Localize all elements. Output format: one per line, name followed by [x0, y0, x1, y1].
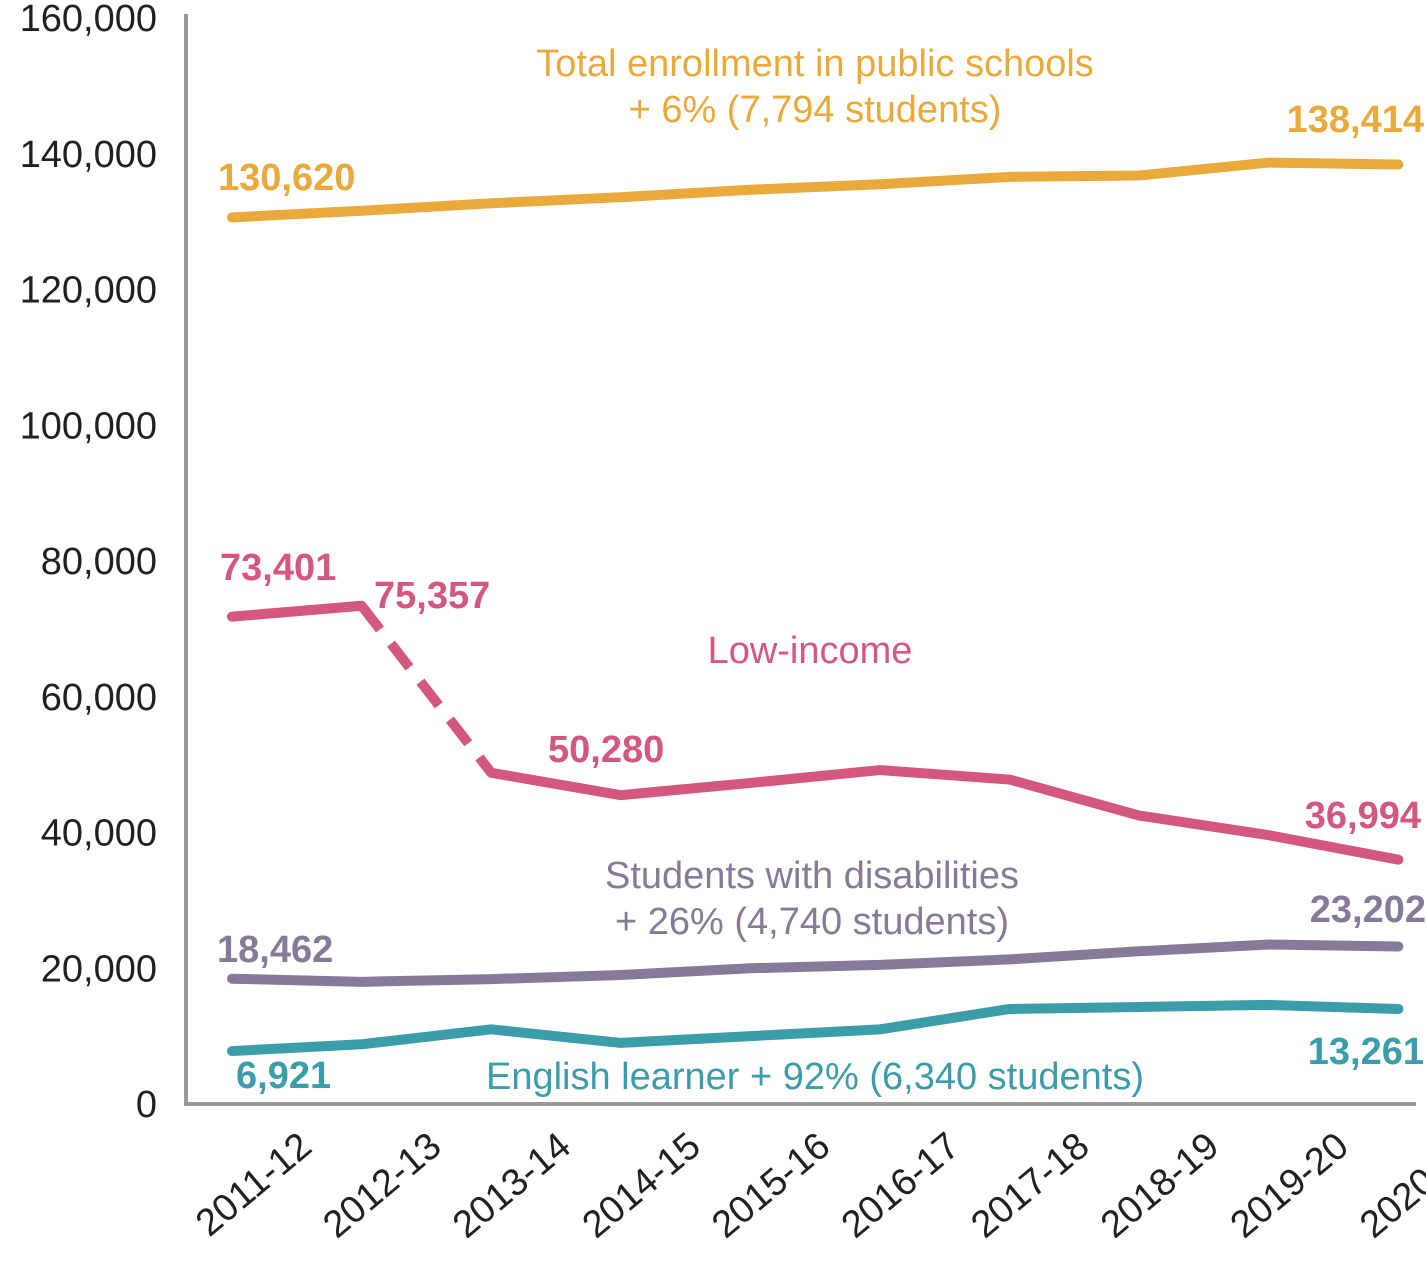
- y-tick-label: 0: [136, 1084, 157, 1126]
- series-low_income: [227, 600, 1404, 865]
- series-total: [227, 157, 1404, 223]
- series-line-dashed: [357, 602, 496, 776]
- y-tick-label: 40,000: [41, 813, 157, 855]
- series-line: [227, 939, 1404, 987]
- y-tick-label: 120,000: [20, 270, 157, 312]
- x-tick-label: 2013-14: [445, 1125, 579, 1247]
- series-name-total: + 6% (7,794 students): [629, 89, 1002, 131]
- x-tick-label: 2017-18: [964, 1125, 1098, 1247]
- y-tick-label: 60,000: [41, 677, 157, 719]
- series-lines: [227, 157, 1404, 1057]
- data-label-low_income: 75,357: [374, 575, 490, 617]
- x-tick-label: 2016-17: [834, 1125, 968, 1247]
- series-name-low_income: Low-income: [708, 630, 913, 672]
- data-label-english: 13,261: [1308, 1031, 1424, 1073]
- x-tick-label: 2019-20: [1223, 1125, 1357, 1247]
- series-disabilities: [227, 939, 1404, 987]
- series-line: [227, 157, 1404, 223]
- x-tick-label: 2011-12: [188, 1125, 320, 1245]
- y-tick-label: 100,000: [20, 405, 157, 447]
- data-label-disabilities: 18,462: [217, 929, 333, 971]
- series-name-english: English learner + 92% (6,340 students): [486, 1056, 1144, 1098]
- y-tick-label: 20,000: [41, 948, 157, 990]
- data-label-low_income: 36,994: [1305, 795, 1421, 837]
- x-axis-ticks: 2011-122012-132013-142014-152015-162016-…: [188, 1125, 1426, 1247]
- series-line: [227, 600, 367, 622]
- x-tick-label: 2015-16: [704, 1125, 838, 1247]
- data-label-english: 6,921: [236, 1055, 331, 1097]
- series-name-disabilities: + 26% (4,740 students): [615, 901, 1009, 943]
- y-tick-label: 80,000: [41, 541, 157, 583]
- x-tick-label: 2012-13: [316, 1125, 450, 1247]
- y-axis-ticks: 0 20,000 40,000 60,000 80,000 100,000 120,000 1…: [20, 0, 157, 1126]
- data-label-disabilities: 23,202: [1310, 889, 1426, 931]
- x-tick-label: 2018-19: [1093, 1125, 1227, 1247]
- series-name-total: Total enrollment in public schools: [536, 43, 1094, 85]
- data-label-low_income: 50,280: [548, 729, 664, 771]
- series-labels: Total enrollment in public schools+ 6% (…: [217, 43, 1426, 1098]
- series-english: [227, 999, 1404, 1057]
- x-tick-label: 2014-15: [575, 1125, 709, 1247]
- series-line: [227, 999, 1404, 1057]
- series-name-disabilities: Students with disabilities: [605, 855, 1019, 897]
- data-label-total: 130,620: [218, 157, 355, 199]
- series-line: [486, 765, 1404, 865]
- x-tick-label: 2020-21: [1352, 1125, 1426, 1247]
- data-label-low_income: 73,401: [220, 547, 336, 589]
- y-tick-label: 140,000: [20, 134, 157, 176]
- y-tick-label: 160,000: [20, 0, 157, 40]
- data-label-total: 138,414: [1287, 99, 1424, 141]
